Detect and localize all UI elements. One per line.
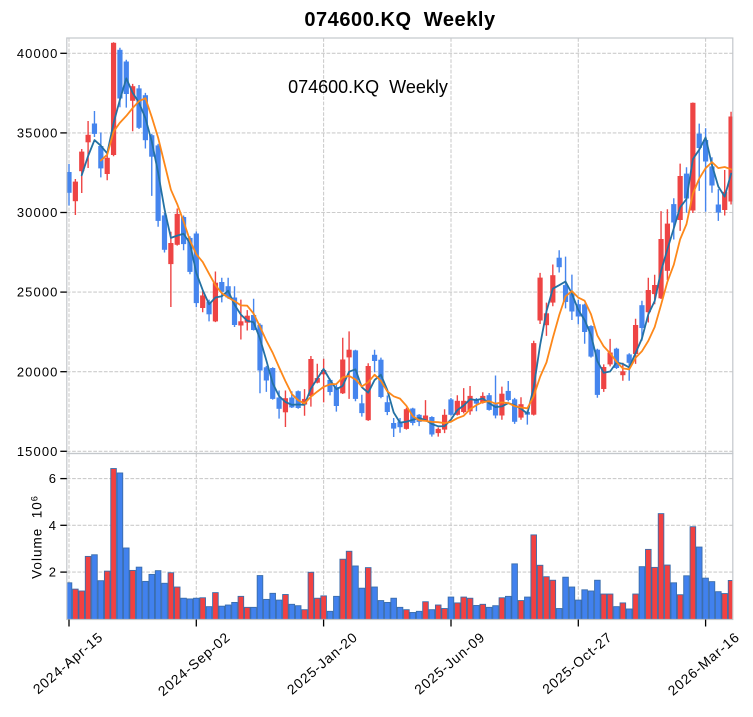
svg-text:20000: 20000 xyxy=(17,364,59,379)
svg-text:15000: 15000 xyxy=(17,444,59,459)
svg-text:40000: 40000 xyxy=(17,46,59,61)
svg-text:30000: 30000 xyxy=(17,205,59,220)
svg-text:2: 2 xyxy=(49,565,56,580)
svg-text:35000: 35000 xyxy=(17,126,59,141)
svg-text:074600.KQ Weekly: 074600.KQ Weekly xyxy=(288,77,448,97)
svg-text:6: 6 xyxy=(49,471,56,486)
svg-text:Volume 106: Volume 106 xyxy=(29,495,44,579)
svg-text:4: 4 xyxy=(49,518,56,533)
svg-text:074600.KQ Weekly: 074600.KQ Weekly xyxy=(304,9,496,31)
svg-text:25000: 25000 xyxy=(17,285,59,300)
